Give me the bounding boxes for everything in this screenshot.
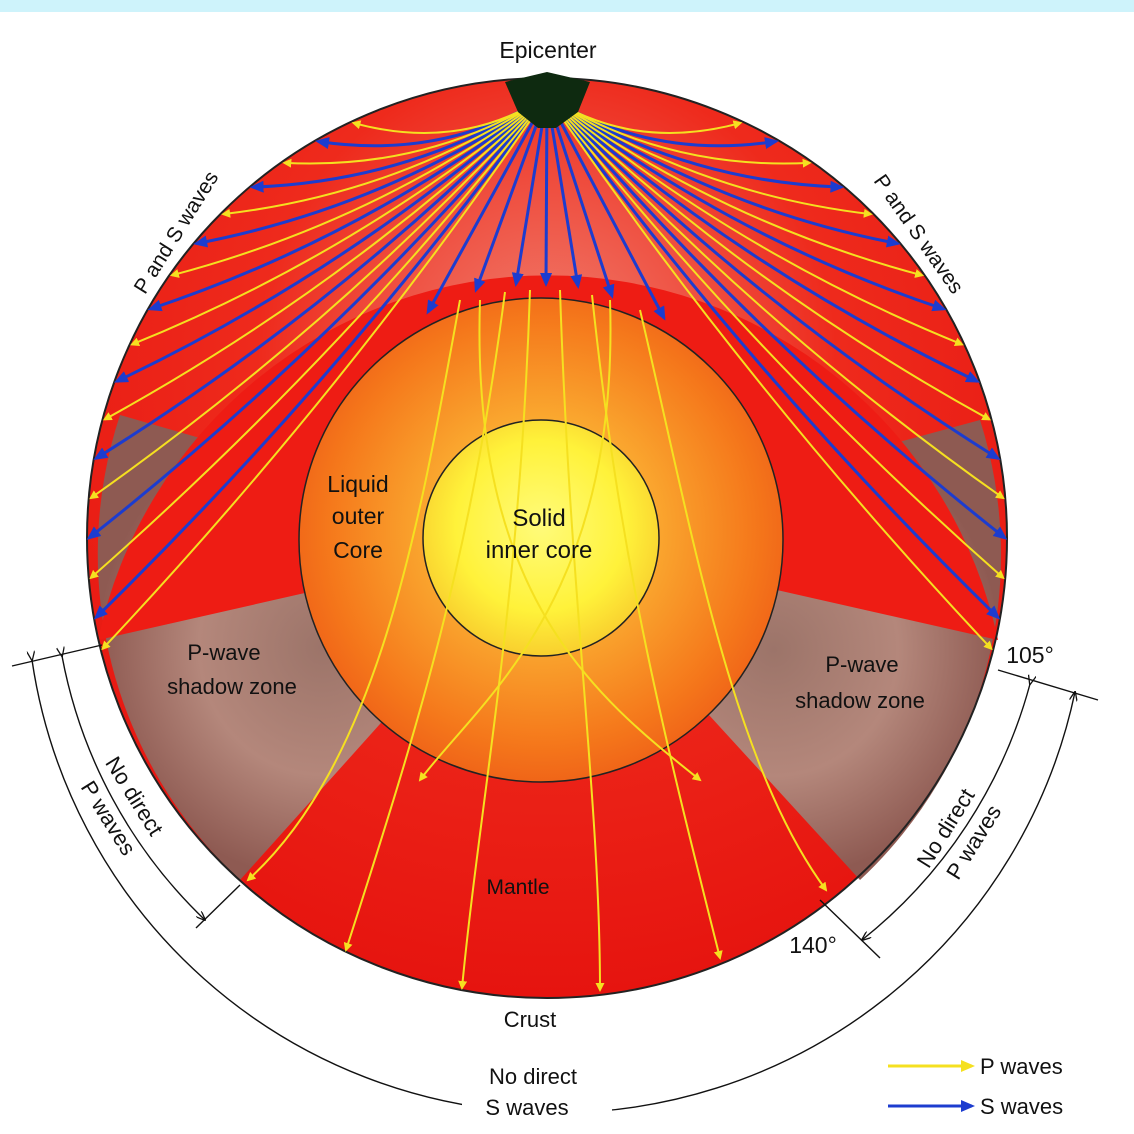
s-label-backing: [462, 1058, 612, 1122]
s-wave-ray: [545, 95, 1001, 620]
p-wave-core-ray: [639, 309, 828, 892]
s-wave-ray: [93, 94, 549, 461]
p-wave-core-ray: [343, 291, 506, 952]
p-wave-core-ray: [418, 299, 612, 782]
p-wave-ray: [546, 95, 925, 278]
shadow-zone-left-label-2: shadow zone: [167, 674, 297, 699]
liquid-label: Liquid: [327, 471, 388, 497]
p-wave-core-ray: [478, 299, 702, 782]
p-wave-ray: [89, 95, 548, 580]
no-direct-s-2: S waves: [485, 1095, 568, 1120]
legend-s-label: S waves: [980, 1094, 1063, 1119]
outer-label: outer: [332, 503, 385, 529]
core-label: Core: [333, 537, 383, 563]
p-wave-ray: [130, 95, 548, 346]
inner-core-label: inner core: [486, 537, 593, 564]
p-wave-core-ray: [591, 294, 723, 960]
s-wave-ray: [546, 94, 981, 383]
epicenter-marker: [505, 72, 590, 128]
p-wave-ray: [221, 95, 548, 218]
legend-p-label: P waves: [980, 1054, 1063, 1079]
p-wave-ray: [546, 95, 873, 218]
s-wave-ray: [93, 95, 549, 620]
s-wave-ray-core: [545, 95, 615, 299]
p-wave-ray: [546, 95, 1005, 500]
s-wave-rays: [86, 94, 1008, 620]
p-wave-core-ray: [246, 299, 461, 882]
p-wave-ray: [546, 95, 992, 421]
no-direct-s-1: No direct: [489, 1064, 577, 1089]
solid-label: Solid: [512, 505, 565, 532]
shadow-zone-right-label-2: shadow zone: [795, 688, 925, 713]
top-strip: [0, 0, 1134, 12]
s-wave-ray: [147, 94, 548, 312]
s-wave-ray: [86, 95, 549, 540]
angle-140-label: 140°: [789, 932, 837, 958]
p-wave-rays: [89, 95, 1005, 651]
s-wave-ray: [545, 94, 1001, 461]
legend: P waves S waves: [888, 1054, 1063, 1119]
p-wave-ray: [546, 95, 812, 168]
p-wave-ray: [546, 95, 1005, 580]
p-wave-ray: [89, 95, 548, 500]
s-wave-ray-core: [474, 95, 549, 293]
angle-105-label: 105°: [1006, 642, 1054, 668]
p-wave-ray: [546, 95, 993, 651]
s-wave-ray-core: [545, 95, 666, 321]
p-wave-ray: [102, 95, 548, 421]
s-wave-ray: [546, 94, 901, 248]
p-wave-ray: [101, 95, 548, 651]
epicenter-label: Epicenter: [499, 37, 597, 63]
s-wave-ray-core: [426, 95, 549, 315]
p-wave-ray: [169, 95, 548, 278]
crust-label: Crust: [504, 1007, 557, 1032]
p-wave-ray: [546, 95, 964, 346]
s-wave-ray: [546, 94, 947, 312]
shadow-zone-right-label-1: P-wave: [825, 652, 898, 677]
s-wave-ray: [113, 94, 548, 383]
s-wave-ray: [545, 95, 1008, 540]
s-wave-ray: [193, 94, 548, 248]
shadow-zone-left-label-1: P-wave: [187, 640, 260, 665]
mantle-label: Mantle: [486, 876, 549, 899]
